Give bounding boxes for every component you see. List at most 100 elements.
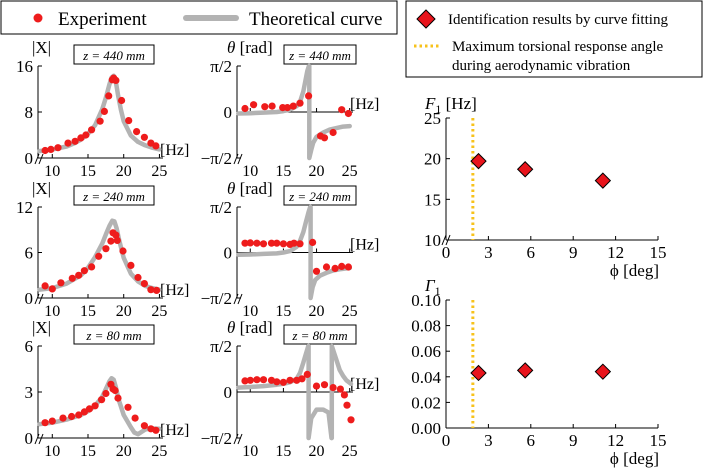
experiment-point: [322, 263, 331, 271]
y-tick-label: 0.10: [411, 291, 441, 310]
y-axis-label: Γ1: [424, 276, 441, 298]
experiment-point: [118, 96, 126, 105]
y-axis-label: |X|: [32, 179, 51, 198]
theory-curve: [306, 343, 334, 441]
legend-experiment-label: Experiment: [58, 9, 147, 30]
experiment-point: [48, 285, 56, 293]
annotation-text: z = 440 mm: [288, 48, 351, 63]
experiment-point: [250, 101, 258, 109]
legend-max-angle-label-line1: Maximum torsional response angle: [452, 39, 664, 55]
y-tick-label: 20: [424, 150, 441, 169]
experiment-point: [140, 133, 148, 141]
y-tick-label: π/2: [210, 57, 232, 76]
y-tick-label: 0: [25, 429, 34, 448]
experiment-point: [329, 128, 337, 137]
x-tick-label: 10: [44, 163, 60, 180]
x-tick-label: 20: [309, 303, 325, 320]
experiment-point: [82, 131, 90, 139]
experiment-point: [331, 264, 339, 272]
x-tick-label: 25: [151, 163, 167, 180]
experiment-point: [246, 376, 254, 384]
y-tick-label: 0.04: [411, 368, 441, 387]
x-axis-label: [Hz]: [160, 422, 189, 439]
x-axis-label: ϕ [deg]: [610, 449, 659, 468]
experiment-point: [309, 238, 317, 246]
axis-break-mark: [38, 153, 44, 165]
experiment-point: [273, 378, 281, 386]
identification-point: [594, 172, 612, 189]
y-axis-label: θ [rad]: [227, 38, 273, 57]
legend-theory-label: Theoretical curve: [249, 9, 382, 30]
experiment-point: [68, 274, 76, 282]
axis-break-mark: [34, 293, 40, 305]
axis-break-mark: [441, 234, 447, 246]
axis-break-mark: [237, 153, 243, 165]
annotation-text: z = 440 mm: [82, 48, 145, 63]
left-legend: Experiment Theoretical curve: [0, 0, 398, 35]
phase-plot-z80: −π/2 0 π/2 10 15 20 25 θ [rad] [Hz] z = 80 mm: [201, 318, 380, 460]
amplitude-plot-z440: 0 8 16 10 15 20 25 |X| [Hz] z = 440 mm: [16, 38, 189, 180]
annotation-text: z = 240 mm: [82, 189, 145, 204]
annotation-text: z = 80 mm: [85, 328, 141, 343]
annotation-text: z = 240 mm: [288, 189, 351, 204]
y-tick-label: π/2: [210, 198, 232, 217]
experiment-point: [133, 128, 141, 136]
y-tick-label: 16: [16, 57, 33, 76]
y-tick-label: 3: [25, 383, 34, 402]
experiment-point: [338, 106, 346, 114]
experiment-point: [57, 279, 65, 287]
axis-break-mark: [237, 293, 243, 305]
x-tick-label: 3: [484, 431, 493, 450]
experiment-point: [113, 236, 121, 244]
experiment-point: [344, 109, 352, 118]
axis-break-mark: [233, 153, 239, 165]
y-tick-label: 0: [25, 149, 34, 168]
axis-break-mark: [233, 293, 239, 305]
x-axis-label: ϕ [deg]: [610, 261, 659, 280]
experiment-point: [153, 286, 161, 294]
experiment-point: [259, 376, 268, 384]
legend-max-angle-label-line2: during aerodynamic vibration: [452, 58, 631, 74]
x-tick-label: 9: [569, 431, 578, 450]
experiment-point: [246, 239, 254, 247]
amplitude-plot-z240: 0 6 12 10 15 20 25 |X| [Hz] z = 240 mm: [16, 179, 189, 320]
gamma1-plot: 0.00 0.02 0.04 0.06 0.08 0.10 0 3 6 9 12 15 Γ1 ϕ [deg…: [411, 276, 666, 468]
x-tick-label: 20: [309, 443, 325, 460]
experiment-point: [259, 240, 268, 248]
experiment-point: [312, 267, 321, 275]
experiment-point: [290, 239, 298, 247]
axis-break-mark: [233, 433, 239, 445]
axis-break-mark: [38, 293, 44, 305]
experiment-point: [267, 239, 276, 247]
experiment-point: [261, 103, 269, 111]
amplitude-plot-z80: 0 3 6 10 15 20 25 |X| [Hz] z = 80 mm: [25, 318, 190, 460]
x-tick-label: 20: [116, 163, 132, 180]
annotation-box: [73, 44, 155, 65]
experiment-point: [75, 411, 83, 419]
x-axis-label: [Hz]: [160, 282, 189, 299]
x-tick-label: 15: [80, 443, 96, 460]
y-tick-label: 15: [424, 190, 441, 209]
experiment-point: [273, 239, 281, 247]
experiment-point: [112, 76, 120, 84]
experiment-point: [127, 261, 135, 269]
experiment-point: [105, 92, 113, 100]
x-tick-label: 10: [242, 163, 258, 180]
experiment-point: [268, 102, 276, 110]
experiment-point: [59, 414, 67, 422]
experiment-point: [75, 271, 83, 279]
experiment-point: [320, 381, 329, 389]
legend-identification-label: Identification results by curve fitting: [448, 12, 668, 28]
experiment-point: [111, 386, 119, 395]
y-axis-label: F1 [Hz]: [424, 94, 477, 116]
x-tick-label: 6: [527, 243, 536, 262]
y-tick-label: 0.02: [411, 393, 441, 412]
experiment-point: [95, 252, 103, 260]
experiment-point: [253, 239, 261, 247]
x-tick-label: 25: [151, 443, 167, 460]
experiment-point: [85, 405, 93, 413]
y-tick-label: 0.06: [411, 342, 441, 361]
experiment-point: [88, 126, 96, 134]
theory-curve: [236, 204, 313, 258]
